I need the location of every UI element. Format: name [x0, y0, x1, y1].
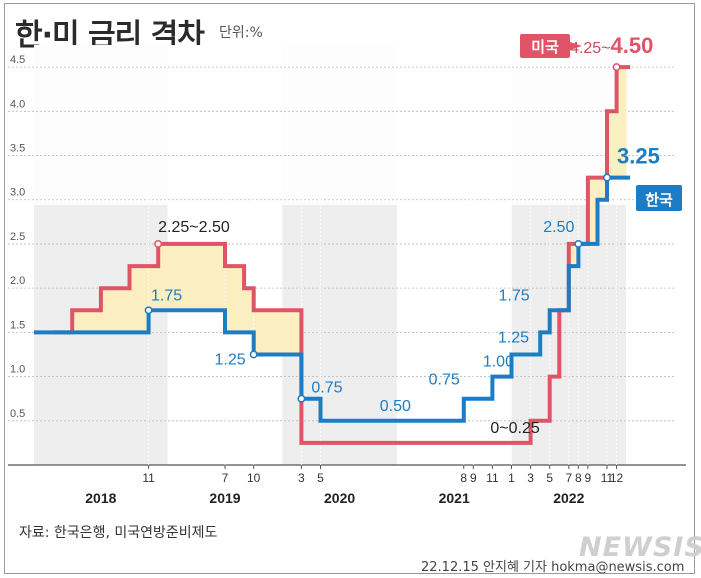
x-tick-label: 11: [486, 471, 499, 485]
gap-fill: [253, 310, 264, 355]
gap-fill: [167, 243, 178, 311]
data-label: 3.25: [617, 144, 660, 169]
data-label: 0.50: [380, 398, 411, 415]
gap-fill: [100, 288, 111, 333]
x-tick-label: 10: [247, 471, 261, 485]
gap-fill: [244, 288, 255, 333]
gap-fill: [263, 310, 274, 355]
x-tick-label: 3: [527, 471, 534, 485]
gap-fill: [215, 243, 226, 311]
gap-fill: [148, 266, 159, 311]
gap-fill: [225, 266, 236, 333]
data-label: 0.75: [311, 380, 342, 397]
unit-label: 단위:%: [219, 25, 263, 41]
x-tick-label: 1: [508, 471, 515, 485]
data-label: 4.25~: [570, 40, 610, 57]
x-tick-label: 8: [460, 471, 467, 485]
gap-fill: [72, 310, 83, 333]
x-tick-label: 9: [470, 471, 477, 485]
x-tick-label: 7: [222, 471, 229, 485]
x-tick-label: 8: [575, 471, 582, 485]
x-tick-label: 5: [546, 471, 553, 485]
y-tick-label: 2.5: [10, 231, 25, 243]
annotation-dot: [154, 239, 163, 248]
y-tick-label: 3.5: [10, 143, 25, 155]
gap-fill: [129, 266, 140, 333]
gap-fill: [177, 243, 188, 311]
x-tick-label: 5: [317, 471, 324, 485]
data-label: 2.25~2.50: [158, 219, 230, 236]
gap-fill: [110, 288, 121, 333]
annotation-dot: [612, 63, 621, 72]
gap-fill: [139, 266, 150, 333]
gap-fill: [272, 310, 283, 355]
y-tick-label: 4.5: [10, 54, 25, 66]
year-label: 2020: [324, 490, 355, 506]
data-label: 1.25: [215, 351, 246, 368]
data-label: 1.25: [498, 329, 529, 346]
gap-fill: [607, 111, 618, 178]
y-tick-label: 1.0: [10, 364, 25, 376]
source-note: 자료: 한국은행, 미국연방준비제도: [19, 525, 218, 541]
year-label: 2021: [439, 490, 470, 506]
gap-fill: [81, 310, 92, 333]
gap-fill: [616, 67, 627, 178]
gap-fill: [196, 243, 207, 311]
data-label: 0~0.25: [490, 420, 539, 437]
annotation-dot: [603, 173, 611, 182]
legend-pointer-us: [570, 42, 582, 50]
y-tick-label: 4.0: [10, 98, 25, 110]
annotation-dot: [574, 239, 583, 248]
x-tick-label: 9: [585, 471, 592, 485]
data-label: 4.50: [611, 33, 654, 58]
gap-fill: [597, 177, 608, 200]
gap-fill: [282, 310, 293, 355]
legend-badge-label: 미국: [531, 38, 559, 56]
year-label: 2019: [209, 490, 240, 506]
x-tick-label: 12: [610, 471, 624, 485]
x-tick-label: 11: [142, 471, 155, 485]
legend-badge-us: 미국: [520, 34, 570, 58]
gap-fill: [291, 310, 302, 355]
gap-fill: [568, 243, 579, 267]
x-tick-label: 11: [601, 471, 614, 485]
data-label: 0.75: [429, 372, 460, 389]
y-tick-label: 2.0: [10, 275, 25, 287]
legend-badge-label: 한국: [645, 191, 673, 209]
data-label: 2.50: [543, 219, 574, 236]
gap-fill: [91, 310, 102, 333]
credit-line: 22.12.15 안지혜 기자 hokma@newsis.com: [421, 560, 685, 575]
data-label: 1.00: [483, 354, 514, 371]
x-tick-label: 7: [565, 471, 572, 485]
data-label: 1.75: [499, 287, 530, 304]
y-tick-label: 1.5: [10, 319, 25, 331]
gap-fill: [234, 266, 245, 333]
gap-fill: [205, 243, 216, 311]
gap-fill: [186, 243, 197, 311]
newsis-logo: NEWSIS: [579, 532, 701, 563]
y-tick-label: 0.5: [10, 408, 25, 420]
plot-top-fade: [34, 45, 676, 205]
annotation-dot: [144, 306, 153, 315]
gap-fill: [119, 288, 130, 333]
legend-badge-box: [636, 185, 682, 211]
annotation-dot: [297, 394, 306, 403]
legend-badge-korea: 한국: [636, 185, 682, 211]
data-label: 1.75: [151, 287, 182, 304]
year-label: 2018: [85, 490, 116, 506]
annotation-dot: [249, 350, 258, 359]
gap-fill: [587, 177, 598, 244]
y-tick-label: 3.0: [10, 187, 25, 199]
x-tick-label: 3: [298, 471, 305, 485]
year-label: 2022: [553, 490, 584, 506]
legend-badge-box: [520, 34, 570, 58]
gap-fill: [158, 243, 169, 311]
